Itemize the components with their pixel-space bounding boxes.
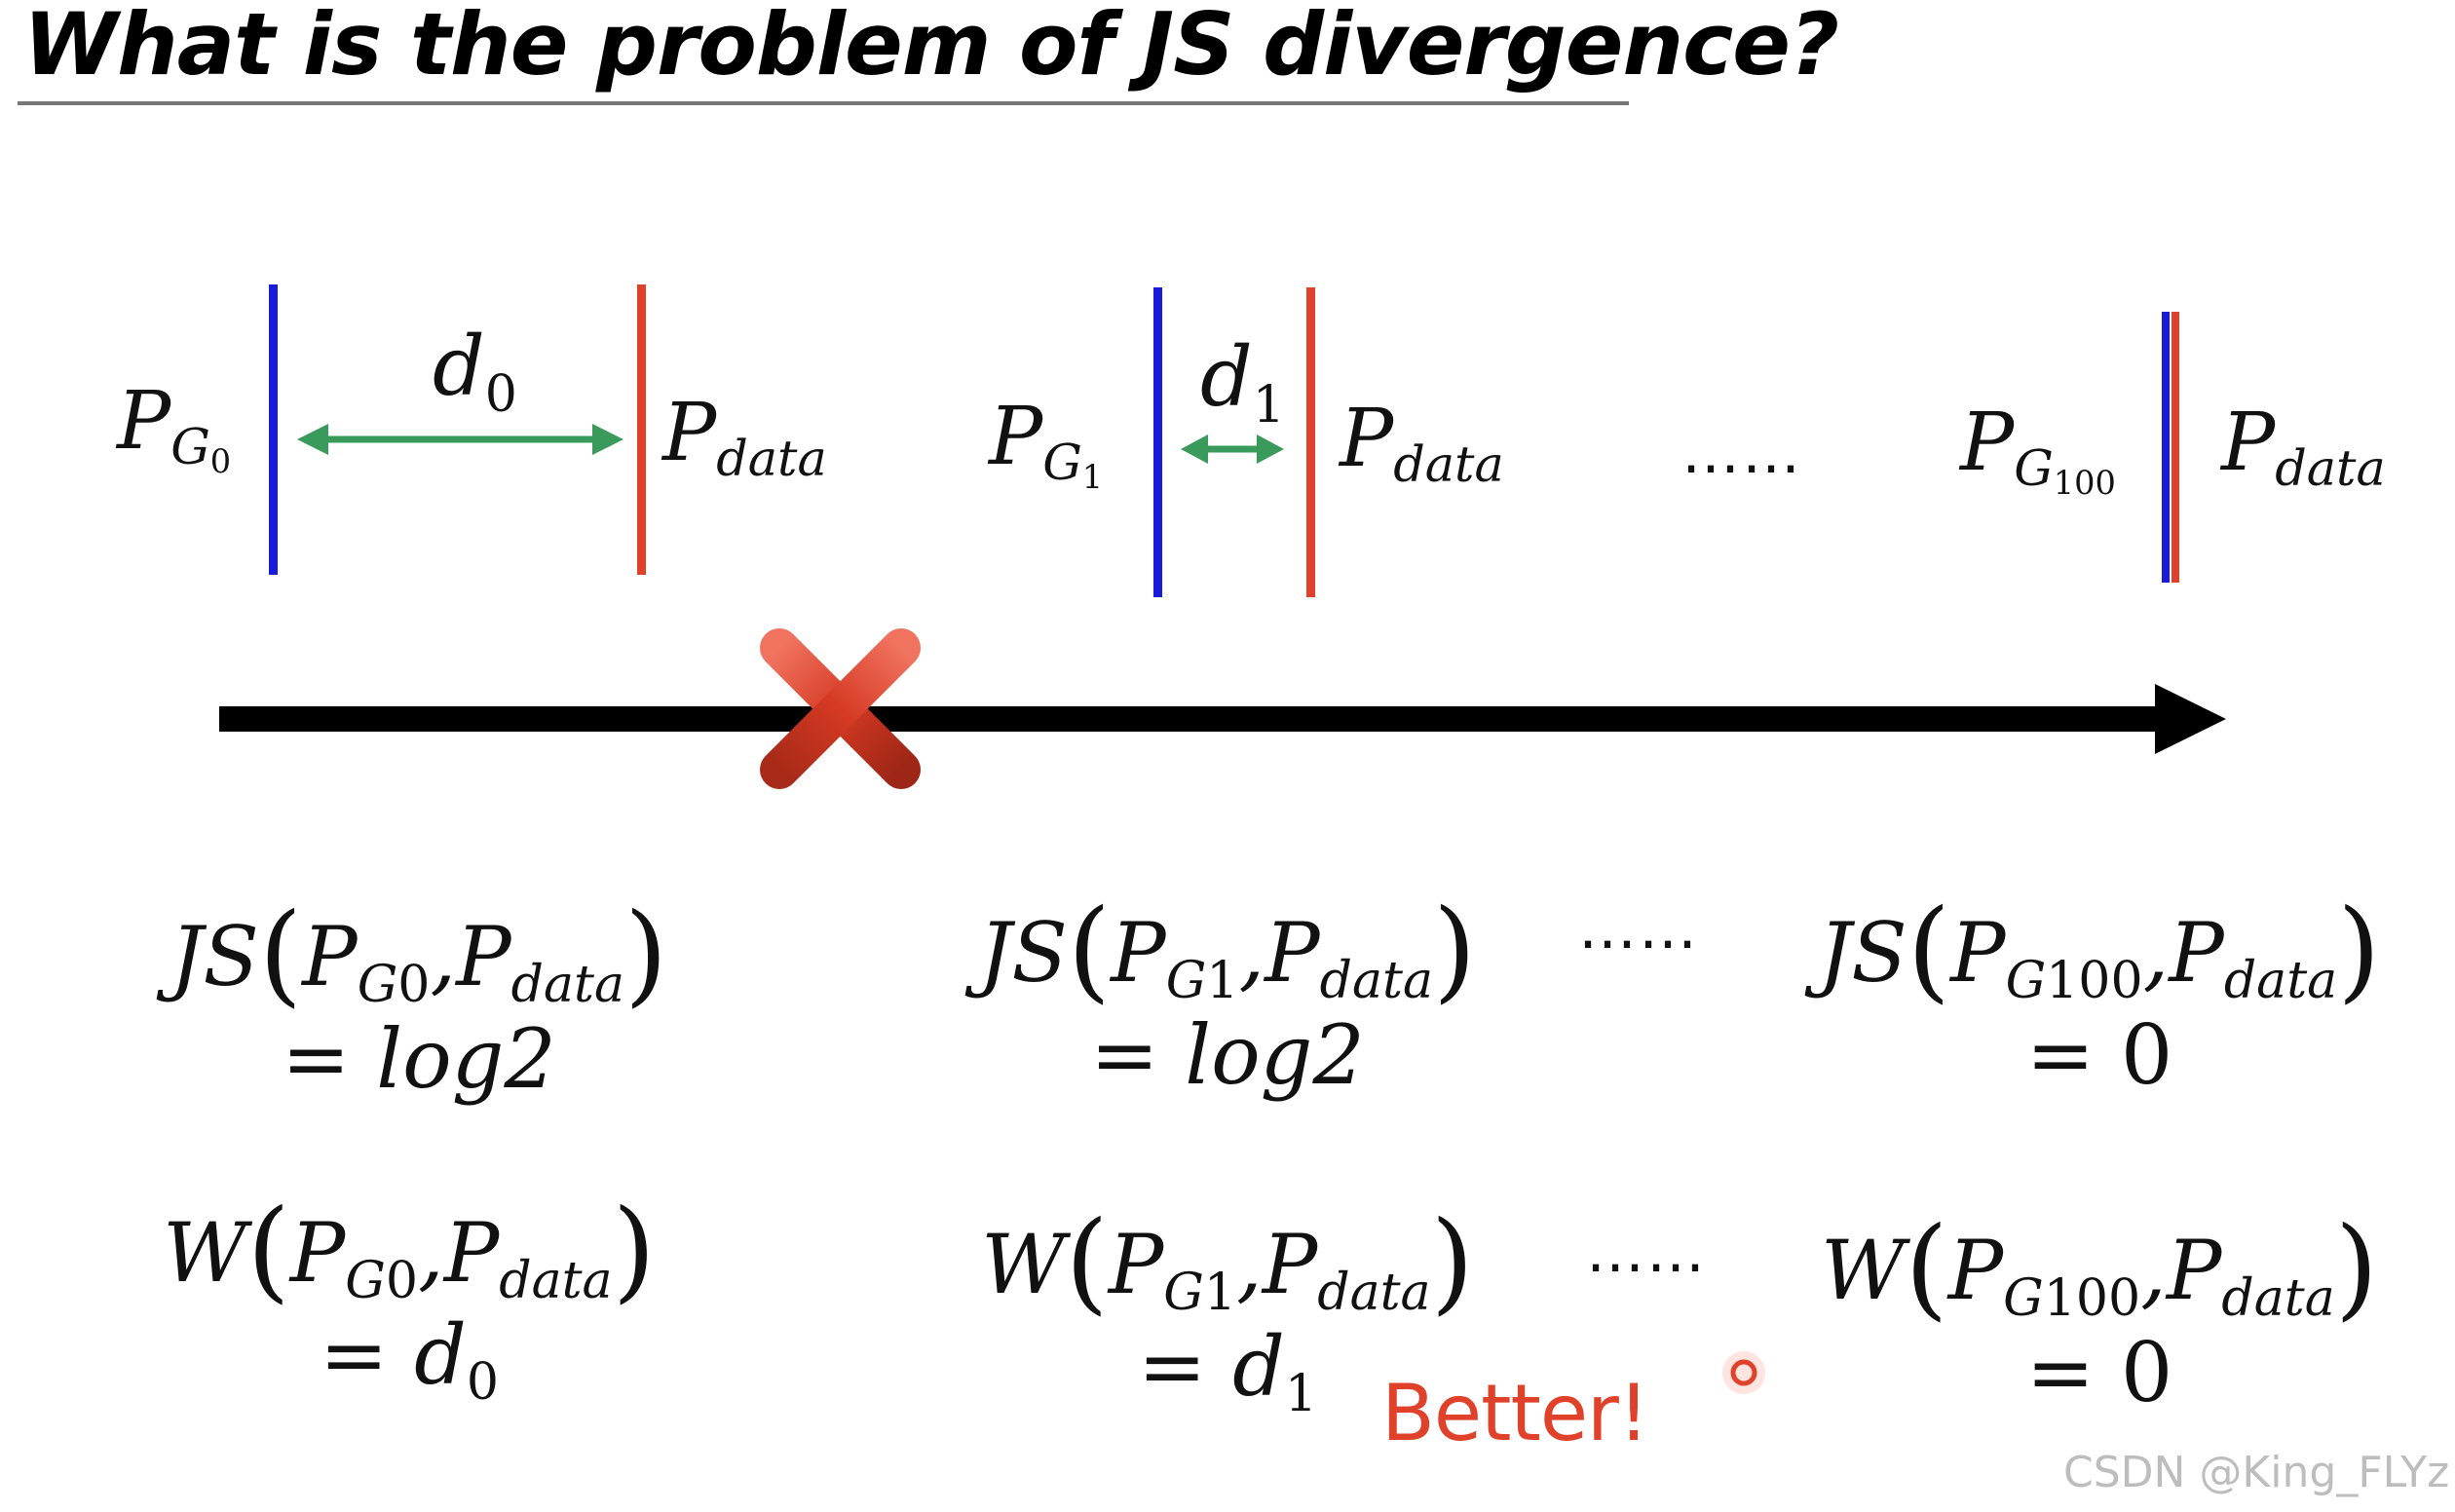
red-x-icon — [760, 628, 921, 789]
pg0-line — [269, 284, 278, 575]
pdata-label-3: Pdata — [2221, 397, 2386, 498]
w-equation-0: W(PG0,Pdata) = d0 — [163, 1185, 656, 1413]
w-ellipsis: …… — [1586, 1218, 1707, 1286]
cursor-indicator-icon — [1722, 1351, 1765, 1394]
js-equation-1: JS(PG1,Pdata) = log2 — [978, 885, 1477, 1103]
pg0-label: PG0 — [117, 375, 232, 480]
pg1-line — [1153, 287, 1162, 597]
pdata-label-1: Pdata — [662, 387, 827, 488]
pg100-line — [2162, 312, 2170, 583]
pdata-line-3 — [2172, 312, 2179, 583]
better-annotation: Better! — [1381, 1368, 1649, 1458]
title-underline — [18, 101, 1629, 105]
pdata-line-1 — [637, 284, 646, 575]
training-timeline-arrow — [219, 684, 2226, 754]
js-equation-100: JS(PG100,Pdata) = 0 — [1818, 885, 2381, 1103]
js-equation-0: JS(PG0,Pdata) = log2 — [170, 888, 668, 1107]
w-equation-100: W(PG100,Pdata) = 0 — [1821, 1202, 2378, 1420]
slide-title: What is the problem of JS divergence? — [23, 0, 1839, 94]
pdata-line-2 — [1306, 287, 1315, 597]
pg100-label: PG100 — [1960, 397, 2116, 502]
d1-label: d1 — [1200, 329, 1285, 435]
d1-distance-arrow — [1181, 435, 1284, 464]
d0-label: d0 — [433, 319, 517, 424]
d0-distance-arrow — [297, 424, 623, 455]
js-ellipsis: …… — [1578, 894, 1699, 963]
w-equation-1: W(PG1,Pdata) = d1 — [981, 1196, 1474, 1424]
pdata-label-2: Pdata — [1340, 393, 1504, 494]
watermark: CSDN @King_FLYz — [2063, 1448, 2450, 1497]
pg1-label: PG1 — [989, 391, 1104, 496]
top-ellipsis: …… — [1681, 419, 1802, 487]
